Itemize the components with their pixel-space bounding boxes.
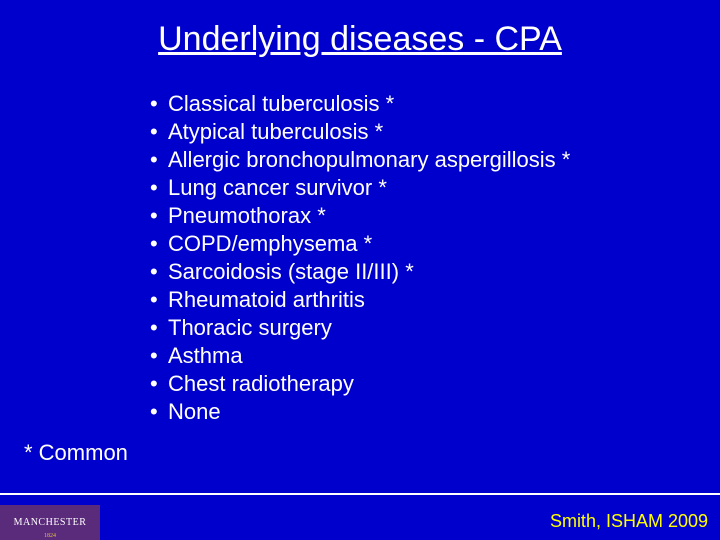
citation: Smith, ISHAM 2009: [550, 511, 708, 532]
slide-title: Underlying diseases - CPA: [0, 20, 720, 59]
list-item: Lung cancer survivor *: [150, 174, 690, 202]
list-item: Sarcoidosis (stage II/III) *: [150, 258, 690, 286]
list-item: Allergic bronchopulmonary aspergillosis …: [150, 146, 690, 174]
slide: Underlying diseases - CPA Classical tube…: [0, 0, 720, 540]
logo-text: MANCHESTER: [14, 517, 87, 528]
list-item: Pneumothorax *: [150, 202, 690, 230]
footnote: * Common: [24, 440, 128, 466]
list-item: COPD/emphysema *: [150, 230, 690, 258]
list-item: None: [150, 398, 690, 426]
footer-bar: MANCHESTER 1824 Smith, ISHAM 2009: [0, 493, 720, 540]
list-item: Classical tuberculosis *: [150, 90, 690, 118]
manchester-logo: MANCHESTER 1824: [0, 505, 100, 540]
list-item: Thoracic surgery: [150, 314, 690, 342]
list-item: Atypical tuberculosis *: [150, 118, 690, 146]
list-item: Asthma: [150, 342, 690, 370]
list-item: Rheumatoid arthritis: [150, 286, 690, 314]
logo-year: 1824: [44, 533, 56, 539]
list-item: Chest radiotherapy: [150, 370, 690, 398]
bullet-list: Classical tuberculosis * Atypical tuberc…: [150, 90, 690, 426]
